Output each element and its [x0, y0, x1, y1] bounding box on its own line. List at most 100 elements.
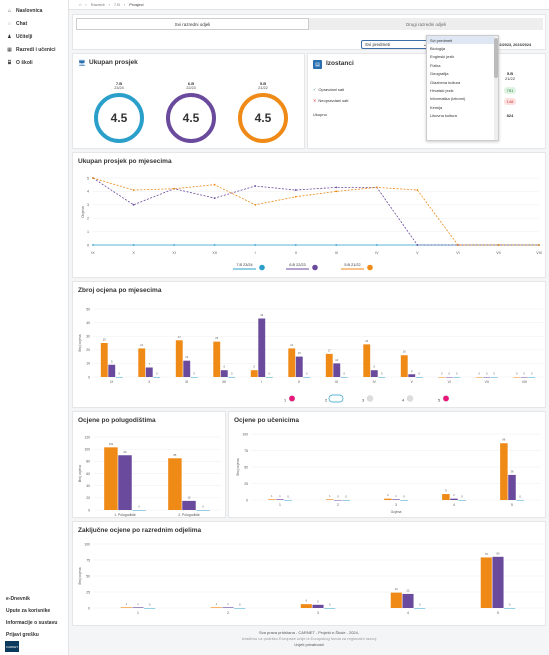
bar[interactable]	[453, 377, 461, 378]
bar[interactable]	[168, 458, 182, 510]
bar[interactable]	[104, 447, 118, 510]
bar[interactable]	[333, 363, 341, 377]
tab-all-classes[interactable]: Svi razredni odjeli	[76, 18, 309, 30]
bar[interactable]	[228, 377, 236, 378]
dropdown-option[interactable]: Engleski jezik	[430, 54, 455, 60]
sidebar-item-2[interactable]: ♟ Učitelji	[0, 30, 68, 43]
bar[interactable]	[458, 500, 466, 501]
bar[interactable]	[438, 377, 446, 378]
bar[interactable]	[175, 340, 183, 377]
bar[interactable]	[492, 556, 504, 608]
dropdown-option[interactable]: Hrvatski jezik	[430, 88, 454, 94]
sidebar-item-0[interactable]: ⌂ Naslovnica	[0, 4, 68, 17]
bar[interactable]	[414, 608, 426, 609]
bar[interactable]	[392, 499, 400, 500]
bar[interactable]	[378, 377, 386, 378]
bar[interactable]	[132, 607, 144, 608]
bar[interactable]	[442, 494, 450, 500]
bar[interactable]	[415, 377, 423, 378]
bar[interactable]	[288, 348, 296, 377]
breadcrumb-item-class[interactable]: 7.B	[113, 2, 120, 7]
bar[interactable]	[483, 377, 491, 378]
grade-filter-toggle[interactable]	[406, 395, 414, 402]
bar[interactable]	[325, 353, 333, 377]
sidebar-bottom-link[interactable]: e-Dnevnik	[6, 596, 30, 602]
grade-filter-toggle[interactable]	[366, 395, 374, 402]
bar[interactable]	[182, 500, 196, 510]
bar[interactable]	[504, 608, 516, 609]
sidebar-bottom-link[interactable]: Prijavi grešku	[6, 632, 39, 638]
sidebar-item-1[interactable]: ◌ Chat	[0, 17, 68, 30]
dropdown-option[interactable]: Biologija	[430, 46, 446, 52]
bar[interactable]	[250, 370, 258, 377]
bar[interactable]	[450, 498, 458, 500]
bar[interactable]	[400, 355, 408, 377]
bar[interactable]	[138, 348, 146, 377]
grade-filter-toggle[interactable]	[442, 395, 450, 402]
bar[interactable]	[312, 604, 324, 608]
footer-privacy-link[interactable]: Uvjeti privatnosti	[294, 642, 324, 647]
bar[interactable]	[513, 377, 521, 378]
grade-filter-toggle[interactable]	[288, 395, 296, 402]
bar[interactable]	[490, 377, 498, 378]
bar[interactable]	[258, 318, 266, 377]
sidebar-bottom-link[interactable]: Informacije o sustavu	[6, 620, 58, 626]
bar[interactable]	[326, 499, 334, 500]
bar[interactable]	[145, 367, 153, 377]
bar[interactable]	[408, 374, 416, 377]
bar[interactable]	[265, 377, 273, 378]
bar[interactable]	[222, 607, 234, 608]
dropdown-option[interactable]: Kemija	[430, 104, 443, 110]
bar[interactable]	[500, 443, 508, 500]
bar[interactable]	[153, 377, 161, 378]
bar[interactable]	[268, 499, 276, 500]
bar[interactable]	[210, 607, 222, 608]
bar[interactable]	[402, 593, 414, 608]
bar[interactable]	[390, 592, 402, 608]
bar[interactable]	[342, 500, 350, 501]
breadcrumb-item-razredi[interactable]: Razredi	[90, 2, 105, 7]
bar[interactable]	[284, 500, 292, 501]
bar[interactable]	[475, 377, 483, 378]
sidebar-item-3[interactable]: ▦ Razredi i učenici	[0, 43, 68, 56]
dropdown-option[interactable]: Fizika	[430, 62, 441, 68]
dropdown-scrollbar-thumb[interactable]	[494, 38, 498, 78]
bar[interactable]	[196, 510, 210, 511]
bar[interactable]	[220, 370, 228, 377]
bar[interactable]	[132, 510, 146, 511]
dropdown-scrollbar[interactable]	[494, 36, 498, 140]
bar[interactable]	[108, 364, 116, 377]
sidebar-bottom-link[interactable]: Upute za korisnike	[6, 608, 51, 614]
sidebar-item-4[interactable]: ⌸ O školi	[0, 56, 68, 69]
bar[interactable]	[520, 377, 528, 378]
dropdown-option[interactable]: Geografija	[430, 71, 449, 77]
bar[interactable]	[234, 608, 246, 609]
bar[interactable]	[118, 455, 132, 510]
subject-select[interactable]: Svi predmeti ⌄	[361, 40, 431, 49]
bar[interactable]	[183, 360, 191, 377]
bar[interactable]	[324, 608, 336, 609]
dropdown-option[interactable]: Likovna kultura	[430, 113, 457, 119]
subject-dropdown-list[interactable]: Svi predmeti Biologija Engleski jezik Fizik…	[426, 35, 499, 141]
bar[interactable]	[340, 377, 348, 378]
tab-other-classes[interactable]: Drugi razredni odjeli	[309, 18, 543, 30]
bar[interactable]	[100, 343, 108, 377]
bar[interactable]	[384, 498, 392, 500]
bar[interactable]	[213, 341, 221, 377]
legend-toggle[interactable]	[259, 264, 265, 271]
bar[interactable]	[480, 557, 492, 608]
bar[interactable]	[120, 607, 132, 608]
grade-filter-toggle[interactable]	[328, 394, 344, 403]
bar[interactable]	[334, 500, 342, 501]
bar[interactable]	[115, 377, 123, 378]
bar[interactable]	[508, 474, 516, 500]
legend-toggle[interactable]	[312, 264, 318, 271]
bar[interactable]	[190, 377, 198, 378]
dropdown-option[interactable]: Svi predmeti	[427, 36, 498, 45]
home-icon[interactable]: ⌂	[79, 2, 82, 7]
bar[interactable]	[295, 356, 303, 377]
bar[interactable]	[516, 500, 524, 501]
bar[interactable]	[400, 500, 408, 501]
dropdown-option[interactable]: Glazbena kultura	[430, 79, 461, 85]
dropdown-option[interactable]: Informatika (izborni)	[430, 96, 466, 102]
